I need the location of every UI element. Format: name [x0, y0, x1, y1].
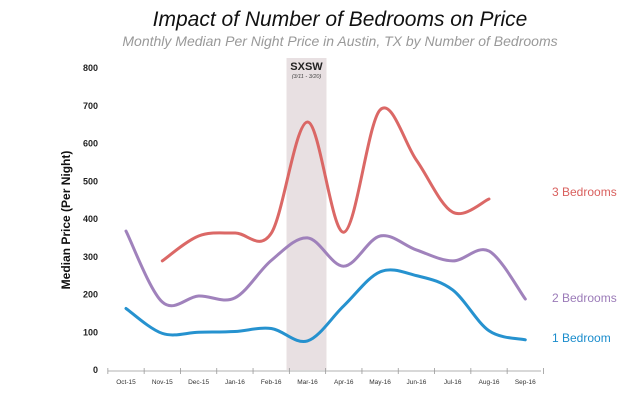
series-labels: 3 Bedrooms 2 Bedrooms 1 Bedroom — [552, 185, 617, 345]
chart-title: Impact of Number of Bedrooms on Price — [153, 8, 528, 31]
x-axis: Oct-15 Nov-15 Dec-15 Jan-16 Feb-16 Mar-16 Apr-… — [107, 368, 544, 386]
sxsw-band — [286, 58, 327, 370]
x-tick-label: Dec-15 — [188, 379, 209, 386]
y-tick-label: 700 — [83, 101, 98, 111]
x-tick-label: Aug-16 — [479, 379, 500, 386]
y-tick-label: 400 — [83, 214, 98, 224]
y-tick-label: 800 — [83, 63, 98, 73]
y-tick-label: 500 — [83, 176, 98, 186]
x-tick-label: Jan-16 — [225, 379, 245, 386]
y-tick-label: 0 — [93, 365, 98, 375]
series-line-2-bedrooms — [124, 229, 527, 308]
y-axis: 0 100 200 300 400 500 600 700 800 — [83, 63, 98, 375]
x-tick-label: Nov-15 — [152, 379, 173, 386]
series-label: 3 Bedrooms — [552, 185, 617, 199]
y-tick-label: 300 — [83, 252, 98, 262]
sxsw-label: SXSW — [290, 61, 323, 73]
x-tick-label: Jul-16 — [444, 379, 462, 386]
chart-subtitle: Monthly Median Per Night Price in Austin… — [122, 33, 557, 49]
y-tick-label: 200 — [83, 290, 98, 300]
series-line-3-bedrooms — [160, 106, 491, 263]
x-tick-label: Feb-16 — [261, 379, 282, 386]
x-tick-label: Oct-15 — [116, 379, 136, 386]
x-tick-label: Jun-16 — [406, 379, 426, 386]
x-tick-label: Mar-16 — [297, 379, 318, 386]
y-axis-label: Median Price (Per Night) — [59, 151, 73, 290]
series-label: 1 Bedroom — [552, 331, 611, 345]
y-tick-label: 100 — [83, 327, 98, 337]
sxsw-dates: (3/11 - 3/20) — [292, 74, 322, 80]
series-line-1-bedroom — [124, 268, 527, 344]
y-tick-label: 600 — [83, 139, 98, 149]
x-tick-label: Sep-16 — [515, 379, 536, 386]
x-tick-label: May-16 — [369, 379, 391, 386]
series-label: 2 Bedrooms — [552, 291, 617, 305]
x-tick-label: Apr-16 — [334, 379, 354, 386]
series-lines — [124, 106, 527, 344]
